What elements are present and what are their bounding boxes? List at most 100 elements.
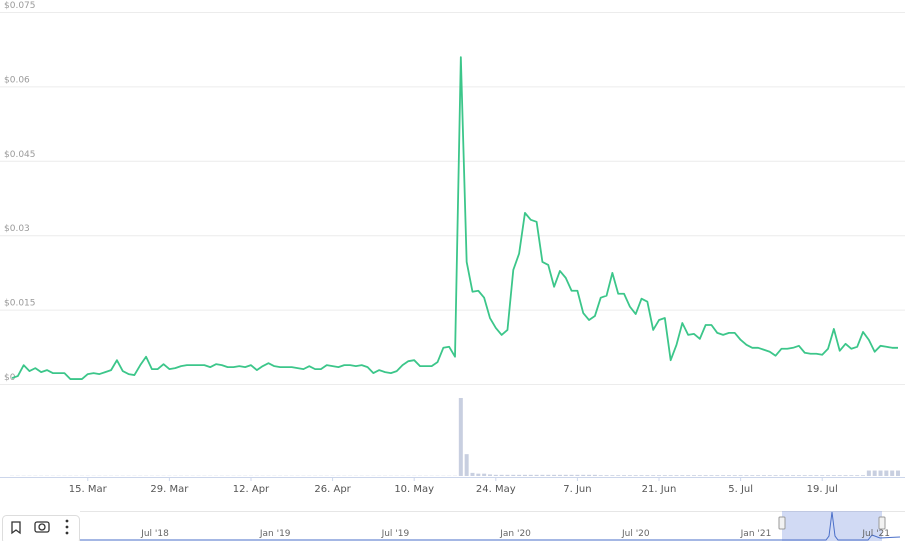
navigator-label: Jan '21 xyxy=(740,529,772,539)
volume-bar xyxy=(627,475,632,476)
volume-bar xyxy=(622,475,627,476)
y-tick-label: $0.075 xyxy=(4,1,36,11)
volume-bar xyxy=(691,475,696,476)
volume-bar xyxy=(896,470,900,476)
volume-bar xyxy=(598,475,603,476)
x-axis: 15. Mar 29. Mar 12. Apr 26. Apr 10. May 24. M… xyxy=(69,477,838,495)
navigator-label: Jan '19 xyxy=(259,529,291,539)
volume-bar xyxy=(581,474,586,476)
volume-bar xyxy=(499,474,504,476)
volume-bar xyxy=(826,475,831,476)
volume-bar xyxy=(639,475,644,476)
volume-bar xyxy=(604,475,609,476)
volume-bar xyxy=(505,474,510,476)
volume-bar xyxy=(820,475,825,476)
volume-bar xyxy=(569,474,574,476)
volume-bar xyxy=(686,475,691,476)
x-tick-label: 24. May xyxy=(476,484,516,495)
navigator-label: Jul '20 xyxy=(621,529,650,539)
navigator-series xyxy=(80,511,901,541)
volume-bar xyxy=(814,475,819,476)
volume-bar xyxy=(645,475,650,476)
volume-bar xyxy=(668,475,673,476)
x-tick-label: 21. Jun xyxy=(642,484,677,495)
volume-bar xyxy=(575,474,580,476)
volume-bar xyxy=(592,474,597,476)
volume-bar xyxy=(878,470,883,476)
price-line xyxy=(11,56,898,380)
volume-bar xyxy=(831,475,836,476)
volume-bar xyxy=(616,475,621,476)
volume-bar xyxy=(726,475,731,476)
navigator: Jul '18 Jan '19 Jul '19 Jan '20 Jul '20 Jan '… xyxy=(80,511,905,541)
x-tick-label: 10. May xyxy=(394,484,434,495)
volume-bar xyxy=(890,470,895,476)
volume-bar xyxy=(680,475,685,476)
navigator-handle[interactable] xyxy=(878,516,886,530)
volume-bar xyxy=(802,475,807,476)
plot xyxy=(11,56,898,380)
volume-bar xyxy=(732,475,737,476)
volume-bar xyxy=(721,475,726,476)
y-tick-label: $0.015 xyxy=(4,299,36,309)
volume-bar xyxy=(843,475,848,476)
volume-bar xyxy=(662,475,667,476)
navigator-label: Jan '20 xyxy=(499,529,531,539)
x-tick-label: 7. Jun xyxy=(563,484,591,495)
volume-bar xyxy=(633,475,638,476)
volume-bar xyxy=(703,475,708,476)
volume-bar xyxy=(756,475,761,476)
volume-bar xyxy=(884,470,889,476)
toolbar xyxy=(2,515,80,541)
y-tick-label: $0.03 xyxy=(4,224,30,234)
x-tick-label: 12. Apr xyxy=(233,484,270,495)
volume-bar xyxy=(540,474,545,476)
volume-bar xyxy=(511,474,516,476)
volume-bar xyxy=(552,474,557,476)
volume-bar xyxy=(674,475,679,476)
volume-bar xyxy=(709,475,714,476)
volume-bar xyxy=(470,472,475,476)
volume-bar xyxy=(522,474,527,476)
volume-bar xyxy=(791,475,796,476)
volume-bar xyxy=(657,475,662,476)
volume-bar xyxy=(587,474,592,476)
volume-bar xyxy=(482,473,487,476)
volume-bar xyxy=(866,470,871,476)
volume-bar xyxy=(849,475,854,476)
volume-bar xyxy=(785,475,790,476)
volume-bar xyxy=(458,398,463,476)
volume-bar xyxy=(738,475,743,476)
volume-bar xyxy=(872,470,877,476)
x-tick-label: 5. Jul xyxy=(728,484,753,495)
volume-bar xyxy=(808,475,813,476)
volume-bar xyxy=(796,475,801,476)
navigator-label: Jul '19 xyxy=(381,529,410,539)
y-tick-label: $0.06 xyxy=(4,75,30,85)
camera-icon[interactable] xyxy=(34,521,50,533)
navigator-label: Jul '21 xyxy=(861,529,890,539)
x-tick-label: 26. Apr xyxy=(314,484,351,495)
volume-bars xyxy=(10,398,900,476)
x-tick-label: 15. Mar xyxy=(69,484,108,495)
volume-bar xyxy=(517,474,522,476)
volume-bar xyxy=(476,473,481,476)
volume-bar xyxy=(546,474,551,476)
y-tick-label: $0.045 xyxy=(4,150,36,160)
navigator-label: Jul '18 xyxy=(140,529,169,539)
x-tick-label: 19. Jul xyxy=(807,484,838,495)
volume-bar xyxy=(557,474,562,476)
volume-bar xyxy=(715,475,720,476)
menu-icon[interactable] xyxy=(65,519,69,535)
y-tick-label: $0 xyxy=(4,373,16,383)
volume-bar xyxy=(487,474,492,476)
volume-bar xyxy=(464,454,469,476)
volume-bar xyxy=(855,475,860,476)
volume-bar xyxy=(744,475,749,476)
grid: $0 $0.015 $0.03 $0.045 $0.06 $0.075 xyxy=(0,1,905,385)
volume-bar xyxy=(610,475,615,476)
volume-bar xyxy=(773,475,778,476)
navigator-handle[interactable] xyxy=(778,516,786,530)
bookmark-icon[interactable] xyxy=(11,521,21,535)
